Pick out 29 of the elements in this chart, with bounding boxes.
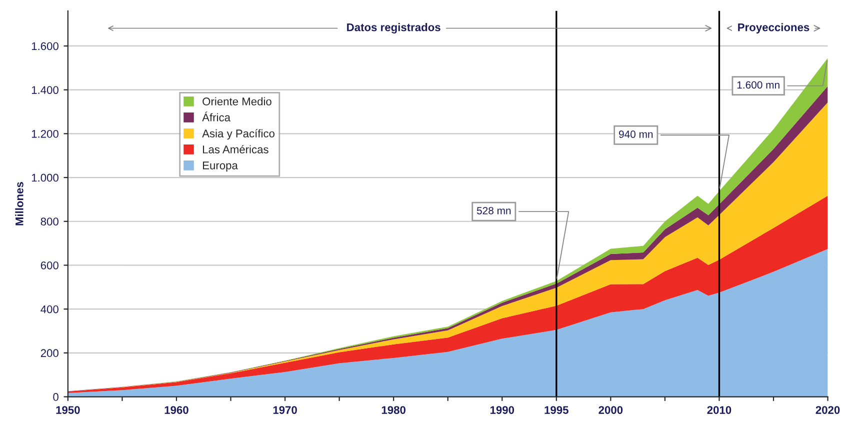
legend-label: Asia y Pacífico bbox=[202, 129, 274, 140]
y-tick-label: 1.200 bbox=[32, 130, 58, 138]
y-tick-label: 600 bbox=[40, 261, 58, 270]
y-axis-title: Millones bbox=[15, 182, 24, 226]
y-tick-label: 400 bbox=[40, 305, 58, 314]
annotation: 1.600 mn bbox=[737, 81, 780, 89]
legend-label: Las Américas bbox=[202, 145, 268, 154]
x-tick-label: 1950 bbox=[56, 406, 80, 414]
annotation: Datos registrados bbox=[347, 23, 440, 34]
x-tick-label: 1990 bbox=[490, 406, 514, 414]
legend-label: Europa bbox=[202, 162, 238, 172]
annotation: Proyecciones bbox=[738, 23, 810, 34]
y-tick-label: 1.600 bbox=[32, 42, 58, 50]
x-tick-label: 2010 bbox=[707, 406, 732, 414]
annotation: 528 mn bbox=[476, 206, 511, 214]
x-tick-label: 1980 bbox=[382, 406, 406, 414]
x-tick-label: 2000 bbox=[598, 406, 623, 414]
y-tick-label: 1.000 bbox=[32, 174, 58, 182]
y-tick-label: 0 bbox=[53, 393, 58, 401]
y-tick-label: 200 bbox=[40, 349, 58, 358]
annotation: 940 mn bbox=[619, 130, 653, 138]
x-tick-label: 1960 bbox=[164, 406, 188, 414]
legend-label: Oriente Medio bbox=[202, 97, 272, 106]
legend-label: África bbox=[202, 112, 230, 122]
x-tick-label: 2020 bbox=[816, 406, 840, 414]
y-tick-label: 1.400 bbox=[32, 86, 58, 94]
x-tick-label: 1995 bbox=[544, 406, 568, 414]
x-tick-label: 1970 bbox=[273, 406, 297, 414]
y-tick-label: 800 bbox=[40, 218, 58, 226]
